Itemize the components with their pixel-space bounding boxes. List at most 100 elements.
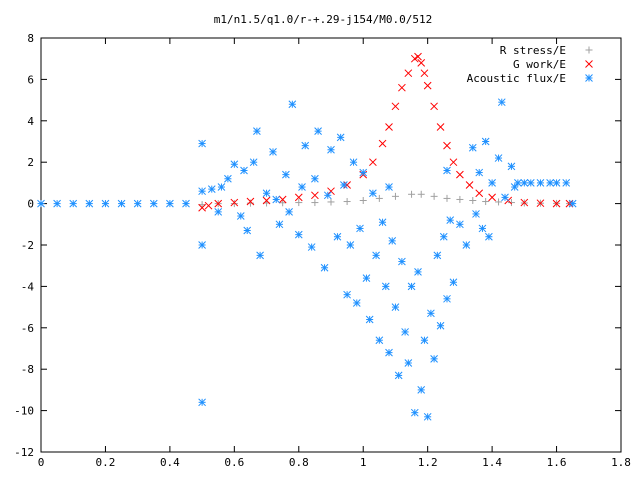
data-point [443,141,451,150]
y-tick-label: -10 [14,405,34,418]
data-point [410,408,419,417]
data-point [249,158,258,167]
series-2 [37,98,577,421]
data-point [269,147,277,156]
data-point [449,158,458,167]
y-tick-label: -6 [21,322,34,335]
data-point [469,196,477,204]
data-point [198,201,206,209]
y-tick-label: -2 [21,239,34,252]
data-point [375,336,384,345]
data-point [520,198,529,207]
legend-marker [585,60,593,68]
data-point [278,195,287,204]
data-point [198,398,206,407]
data-point [37,199,45,208]
legend-marker [585,46,593,54]
data-point [391,102,400,111]
data-point [510,183,519,191]
data-point [568,199,577,208]
data-point [462,241,471,249]
data-point [401,328,409,336]
data-point [456,170,464,179]
data-point [391,303,400,311]
data-point [198,241,206,249]
y-tick-label: -12 [14,446,34,459]
data-point [336,133,345,142]
data-point [236,212,245,220]
data-point [417,190,425,198]
data-point [381,282,390,291]
data-point [408,190,416,198]
data-point [372,251,380,260]
legend-label: Acoustic flux/E [467,72,566,85]
chart-title: m1/n1.5/q1.0/r-+.29-j154/M0.0/512 [214,13,433,26]
data-point [482,198,490,206]
data-point [507,162,516,171]
data-point [417,58,426,67]
data-point [256,251,264,260]
data-point [230,160,239,169]
data-point [520,179,529,187]
data-point [240,166,248,175]
data-point [439,232,448,241]
data-point [282,170,290,179]
y-tick-label: 0 [27,198,34,211]
data-point [369,189,377,198]
data-point [362,274,371,282]
plot-frame [40,37,622,453]
data-point [497,98,506,107]
y-tick-label: -8 [21,363,34,376]
data-point [356,224,364,233]
data-point [404,69,413,78]
data-point [465,181,474,189]
data-point [349,158,358,167]
data-point [394,371,403,380]
data-point [488,193,496,202]
y-tick-label: 2 [27,156,34,169]
y-tick-label: 8 [27,32,34,45]
data-point [275,220,284,229]
data-point [507,199,515,207]
data-point [214,208,223,216]
legend-marker [585,74,593,82]
data-point [253,127,261,136]
data-point [246,197,255,206]
data-point [85,199,94,208]
x-tick-label: 0.2 [96,456,116,469]
data-point [365,315,374,324]
data-point [481,137,490,146]
data-point [398,83,406,92]
data-point [230,200,238,208]
axis-ticks: 0 0.2 0.4 0.6 0.8 1 1.2 1.4 1.6 1.8 8 6 4 2 0 -2 -4 -6 -8 -… [14,32,631,469]
data-point [340,181,348,189]
data-point [343,198,351,206]
data-point [198,203,206,212]
data-point [501,193,509,202]
data-point [427,309,435,318]
data-point [53,199,61,208]
y-tick-label: 4 [27,115,34,128]
data-point [494,154,503,162]
series-1 [198,52,574,212]
data-point [359,168,368,177]
data-point [279,199,287,207]
data-point [446,216,455,225]
legend-label: R stress/E [500,44,566,57]
data-point [343,290,351,299]
data-point [346,241,355,249]
data-point [443,194,451,202]
data-point [352,299,361,307]
data-point [552,179,561,187]
data-point [536,179,545,187]
data-point [423,412,432,421]
data-point [468,143,477,152]
data-point [385,183,393,191]
data-point [307,243,316,251]
x-tick-label: 0.4 [160,456,180,469]
data-point [262,189,271,198]
data-point [436,123,445,131]
data-point [217,183,226,191]
data-point [301,141,310,150]
